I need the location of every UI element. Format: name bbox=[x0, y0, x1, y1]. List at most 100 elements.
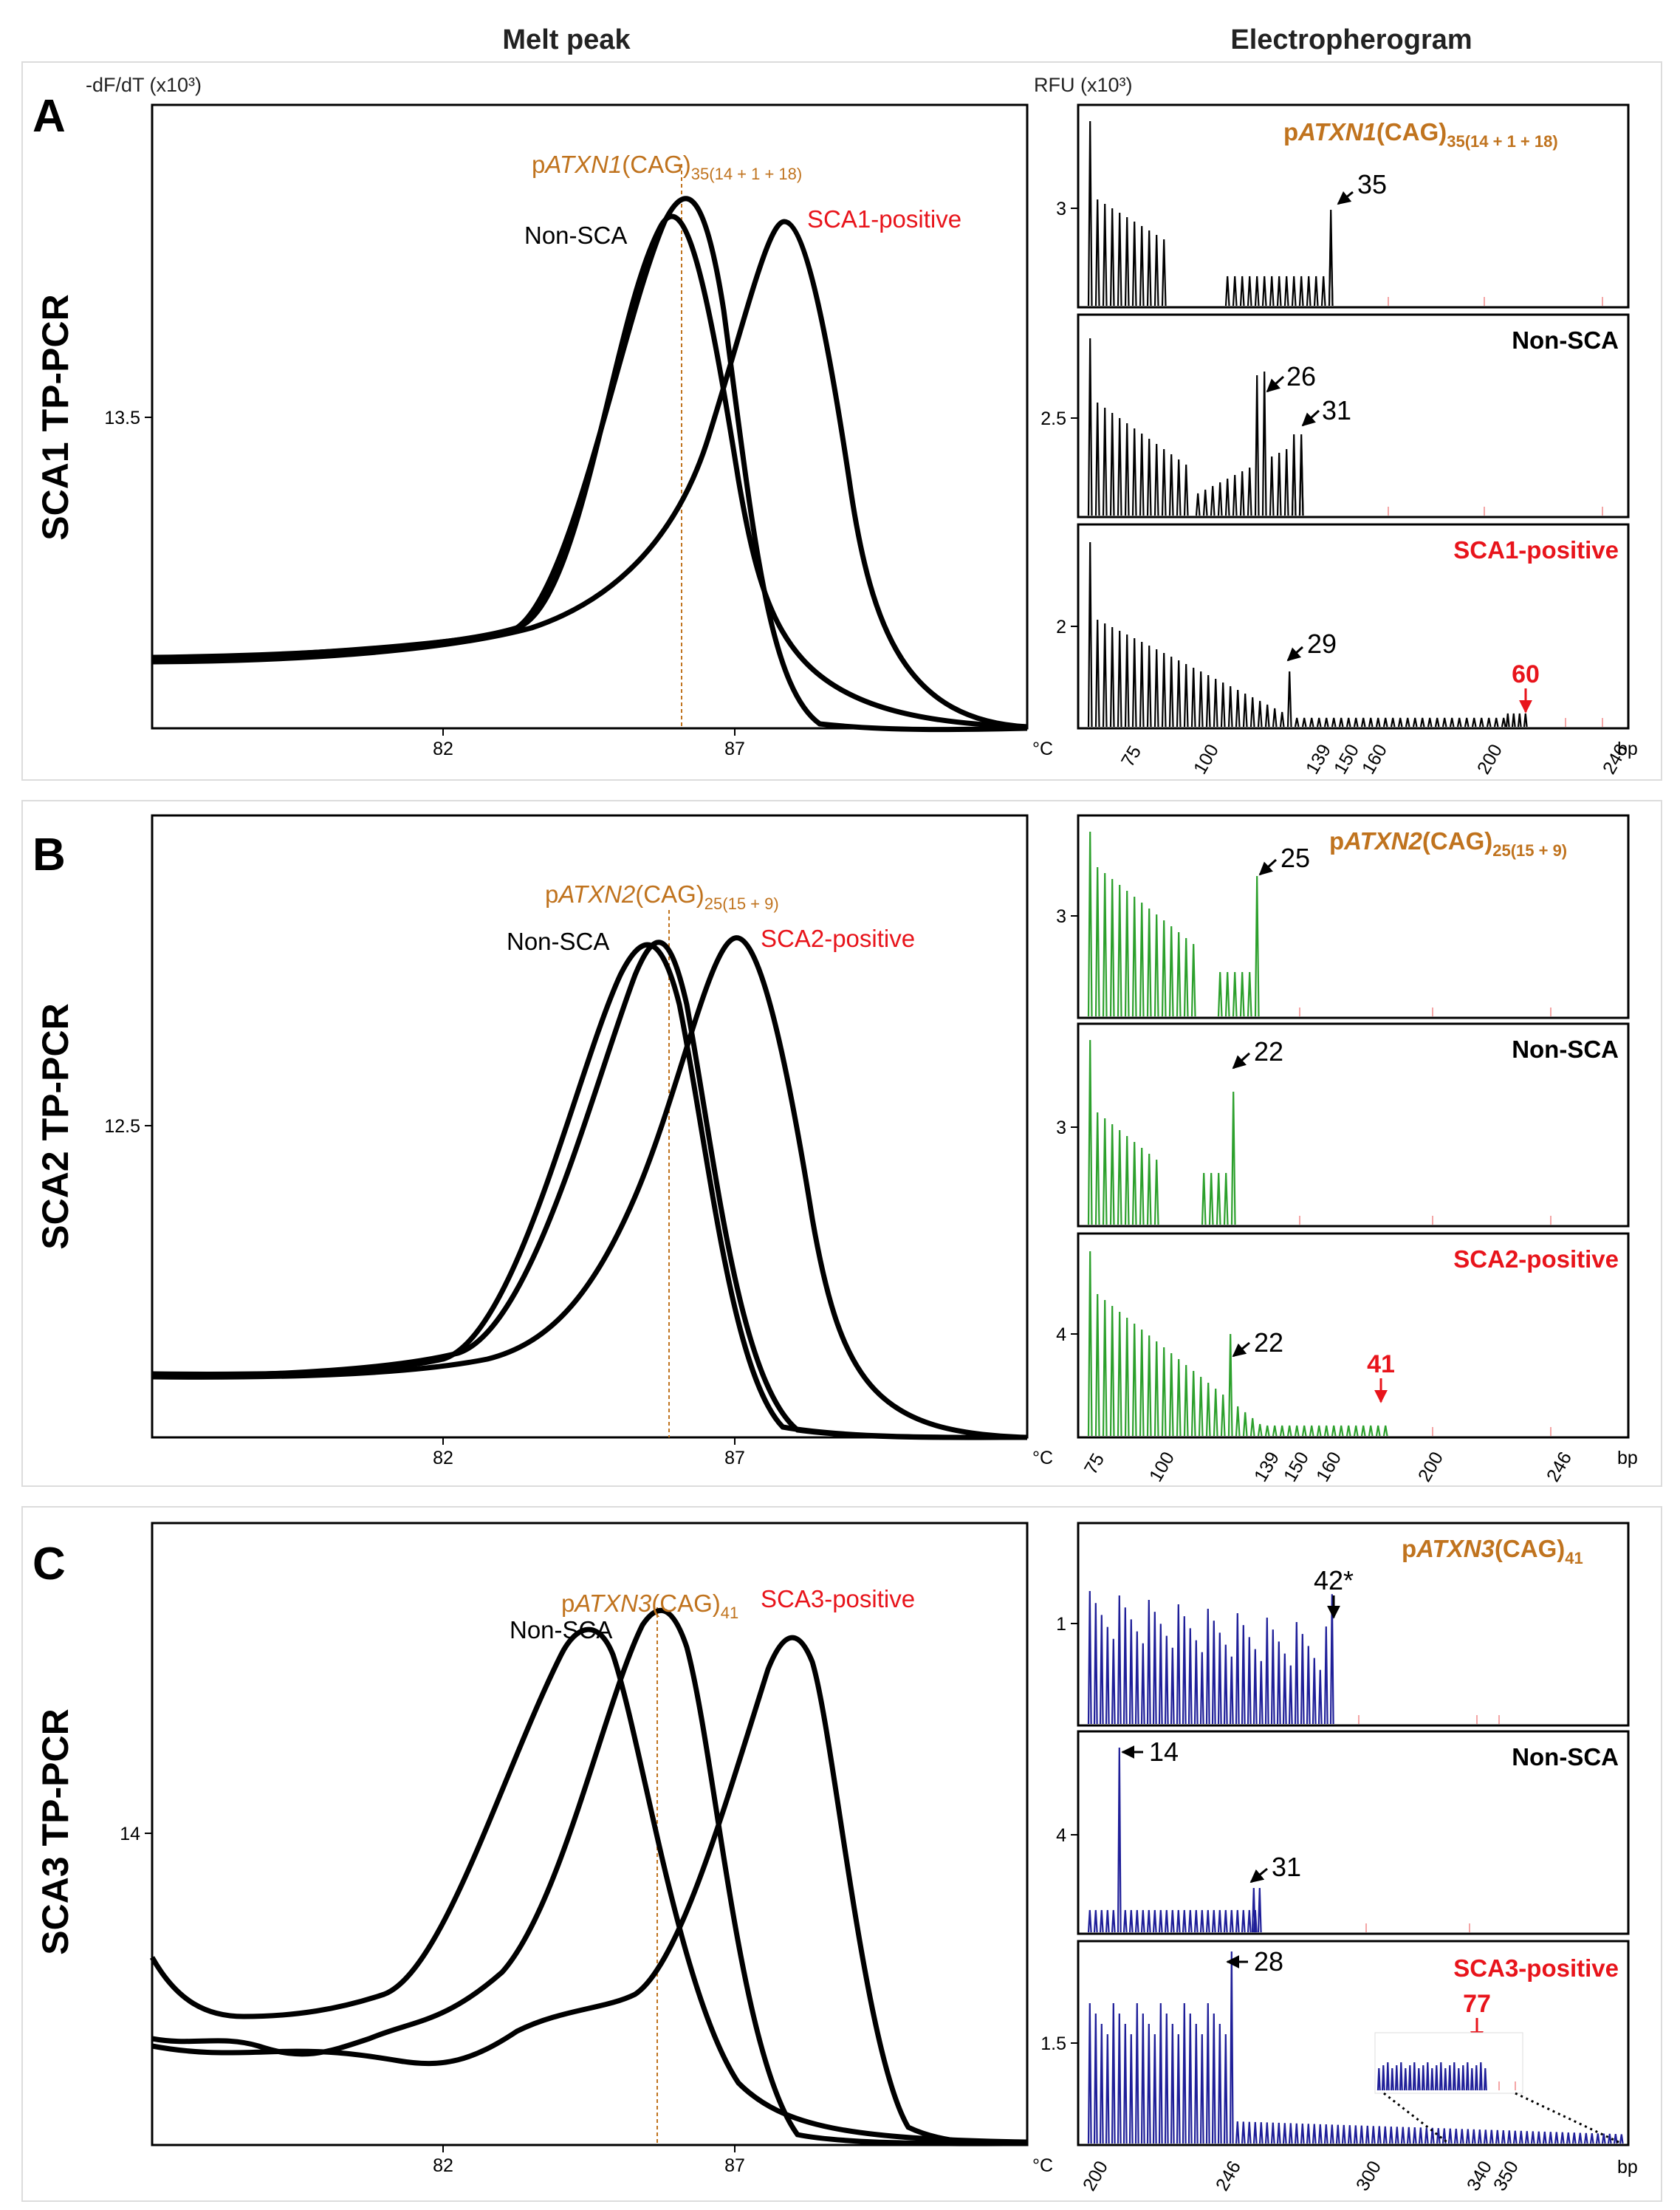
x-tick-label: 82 bbox=[433, 2155, 453, 2176]
x-tick-label: 87 bbox=[724, 1448, 745, 1468]
reference-label: pATXN1(CAG)35(14 + 1 + 18) bbox=[532, 151, 802, 183]
y-tick-label: 2 bbox=[1056, 617, 1066, 637]
ep-panel-title: SCA3-positive bbox=[1453, 1954, 1619, 1982]
ep-panel-frame bbox=[1077, 1232, 1630, 1439]
ep-peaks bbox=[1087, 1590, 1334, 1725]
reference-label-suffix: (CAG) bbox=[651, 1590, 721, 1617]
melt-curve-non-sca bbox=[151, 942, 1028, 1440]
ep-panel-title: pATXN3(CAG)41 bbox=[1402, 1535, 1583, 1567]
non-sca-label: Non-SCA bbox=[510, 1616, 612, 1643]
bp-tick-label: 300 bbox=[1352, 2158, 1385, 2194]
y-tick-label: 3 bbox=[1056, 199, 1066, 219]
melt-curve-positive bbox=[151, 219, 1028, 730]
zoom-connector bbox=[1515, 2092, 1622, 2145]
annotation-label: 42* bbox=[1314, 1565, 1354, 1595]
bp-tick-label: 350 bbox=[1489, 2158, 1523, 2194]
row-b-frame bbox=[21, 800, 1662, 1487]
y-tick-label: 1.5 bbox=[1040, 2033, 1066, 2054]
ep-peaks bbox=[1087, 1951, 1624, 2144]
reference-label: pATXN2(CAG)25(15 + 9) bbox=[545, 880, 779, 913]
melt-curve-positive bbox=[151, 1635, 1028, 2146]
bp-tick-label: 100 bbox=[1145, 1448, 1179, 1485]
ep-trace bbox=[1087, 541, 1603, 728]
ep-panel-title: Non-SCA bbox=[1512, 1743, 1619, 1771]
row-c-letter: C bbox=[32, 1539, 66, 1590]
bp-tick-label: 100 bbox=[1190, 741, 1223, 778]
ep-title-gene: ATXN2 bbox=[1343, 827, 1422, 855]
ep-trace bbox=[1087, 1251, 1552, 1437]
non-sca-label: Non-SCA bbox=[524, 222, 627, 249]
bp-tick-label: 246 bbox=[1212, 2158, 1245, 2194]
row-a: A SCA1 TP-PCR 13.5 82 87 °C pATXN1(CAG)3… bbox=[32, 91, 1638, 778]
y-tick-label: 4 bbox=[1056, 1825, 1066, 1846]
reference-label-gene: ATXN2 bbox=[557, 880, 635, 908]
reference-label: pATXN3(CAG)41 bbox=[561, 1590, 738, 1622]
ep-title-prefix: p bbox=[1283, 118, 1298, 146]
ep-title-gene: ATXN3 bbox=[1416, 1535, 1495, 1562]
reference-label-prefix: p bbox=[532, 151, 545, 178]
ep-title-sub: 35(14 + 1 + 18) bbox=[1447, 132, 1557, 151]
bp-unit-label: bp bbox=[1617, 2157, 1638, 2178]
ep-peaks bbox=[1087, 1251, 1388, 1437]
row-c-title: SCA3 TP-PCR bbox=[35, 1708, 76, 1954]
row-a-title: SCA1 TP-PCR bbox=[35, 294, 76, 540]
ep-peaks bbox=[1087, 338, 1189, 516]
annotation-label: 22 bbox=[1254, 1327, 1283, 1358]
annotation-arrow bbox=[1337, 191, 1354, 205]
ep-peaks bbox=[1251, 1887, 1262, 1933]
ep-peaks bbox=[1201, 1091, 1236, 1225]
annotation-arrow bbox=[1301, 409, 1320, 427]
ep-panel-frame bbox=[1077, 1730, 1630, 1935]
bp-tick-label: 150 bbox=[1280, 1448, 1313, 1485]
melt-chart-a: 13.5 82 87 °C pATXN1(CAG)35(14 + 1 + 18)… bbox=[104, 103, 1053, 759]
ep-panel-title: SCA1-positive bbox=[1453, 536, 1619, 564]
melt-plot-frame bbox=[151, 103, 1029, 730]
annotation-label: 29 bbox=[1307, 629, 1337, 659]
bp-tick-label: 139 bbox=[1250, 1448, 1283, 1485]
positive-label: SCA1-positive bbox=[807, 205, 961, 233]
x-tick-label: 82 bbox=[433, 739, 453, 759]
ep-panel-title: Non-SCA bbox=[1512, 326, 1619, 354]
melt-chart-b: 12.5 82 87 °C pATXN2(CAG)25(15 + 9) Non-… bbox=[104, 814, 1053, 1468]
row-b: B SCA2 TP-PCR 12.5 82 87 °C pATXN2(CAG)2… bbox=[32, 814, 1638, 1485]
bp-unit-label: bp bbox=[1617, 1448, 1638, 1468]
y-tick-label: 1 bbox=[1056, 1614, 1066, 1635]
annotation-arrow bbox=[1266, 375, 1285, 393]
melt-curve-reference bbox=[151, 940, 1028, 1440]
electropherogram-c: 1 pATXN3(CAG)41 42* 4 Non-SCA 14 31 1.5 … bbox=[1040, 1522, 1638, 2194]
ep-trace bbox=[1087, 1039, 1552, 1225]
row-b-title: SCA2 TP-PCR bbox=[35, 1003, 76, 1249]
reference-label-prefix: p bbox=[545, 880, 558, 908]
y-tick-label: 4 bbox=[1056, 1324, 1066, 1345]
ep-panel-frame bbox=[1077, 1022, 1630, 1228]
y-tick-label: 14 bbox=[120, 1824, 140, 1844]
zoom-connector bbox=[1383, 2092, 1450, 2145]
zoom-inset-trace bbox=[1376, 2062, 1516, 2091]
bp-tick-label: 200 bbox=[1414, 1448, 1447, 1485]
annotation-label: 31 bbox=[1272, 1852, 1301, 1882]
ep-title-sub: 41 bbox=[1565, 1549, 1583, 1567]
ep-trace bbox=[1087, 338, 1603, 516]
x-unit-label: °C bbox=[1032, 1448, 1053, 1468]
bp-tick-labels: 75 100 139 150 160 200 246 bbox=[1080, 1448, 1576, 1485]
reference-label-sub: 41 bbox=[721, 1604, 738, 1622]
ep-peaks bbox=[1087, 831, 1196, 1017]
annotation-arrow bbox=[1232, 1052, 1251, 1070]
melt-curve-reference bbox=[151, 1608, 1028, 2146]
melt-y-axis-unit: -dF/dT (x10³) bbox=[86, 74, 202, 96]
melt-plot-frame bbox=[151, 814, 1029, 1439]
ep-trace bbox=[1087, 1747, 1470, 1933]
bp-tick-label: 340 bbox=[1463, 2158, 1496, 2194]
row-b-letter: B bbox=[32, 829, 66, 880]
positive-label: SCA3-positive bbox=[761, 1585, 915, 1612]
row-a-letter: A bbox=[32, 91, 66, 142]
row-c: C SCA3 TP-PCR 14 82 87 °C pATXN3(CAG)41 … bbox=[32, 1522, 1638, 2194]
x-tick-label: 82 bbox=[433, 1448, 453, 1468]
y-tick-label: 2.5 bbox=[1040, 408, 1066, 429]
ep-trace bbox=[1087, 831, 1552, 1017]
bp-unit-label: bp bbox=[1617, 739, 1638, 759]
ep-trace bbox=[1087, 120, 1603, 307]
ep-peaks bbox=[1376, 2062, 1487, 2091]
ep-title-sub: 25(15 + 9) bbox=[1492, 841, 1567, 860]
